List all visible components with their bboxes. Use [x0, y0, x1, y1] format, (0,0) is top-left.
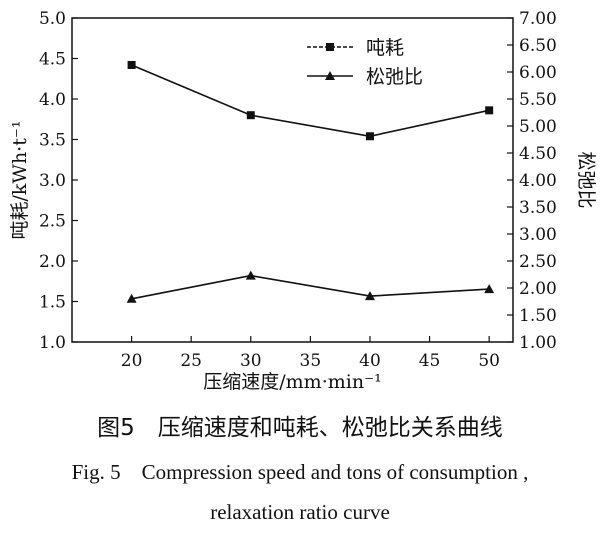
y-right-tick-label: 5.50 [519, 90, 557, 110]
tick-labels: 20 25 30 35 40 45 50 1.0 1.5 2.0 2.5 3.0 3.5 4.0 4.5 5.… [39, 9, 557, 371]
data-point-triangle [484, 284, 495, 294]
figure-caption-english-line1: Fig. 5 Compression speed and tons of con… [71, 460, 529, 484]
legend-marker-square [326, 43, 334, 51]
plot-frame [71, 17, 514, 343]
x-tick-label: 25 [180, 351, 202, 371]
y-right-tick-label: 3.00 [519, 225, 557, 245]
y-right-tick-label: 6.00 [519, 63, 557, 83]
y-left-tick-label: 1.5 [39, 293, 66, 313]
x-tick-label: 35 [300, 351, 322, 371]
y-right-tick-label: 3.50 [519, 198, 557, 218]
data-point-square [365, 132, 374, 141]
y-left-tick-label: 2.0 [39, 252, 66, 272]
data-point-square [127, 60, 136, 69]
y-left-tick-label: 5.0 [39, 9, 66, 29]
figure-caption-chinese: 图5 压缩速度和吨耗、松弛比关系曲线 [97, 415, 503, 441]
y-left-tick-label: 4.5 [39, 50, 66, 70]
figure-caption-english-line2: relaxation ratio curve [210, 500, 390, 524]
y-left-tick-label: 2.5 [39, 212, 66, 232]
data-point-square [485, 106, 494, 115]
series-layer [126, 60, 495, 303]
x-tick-label: 30 [240, 351, 262, 371]
y-right-tick-label: 6.50 [519, 36, 557, 56]
data-point-triangle [126, 293, 137, 303]
x-tick-label: 50 [478, 351, 500, 371]
data-point-triangle [364, 291, 375, 301]
dual-axis-line-chart: 20 25 30 35 40 45 50 1.0 1.5 2.0 2.5 3.0 3.5 4.0 4.5 5.… [9, 9, 597, 390]
y-right-axis-label: 松弛比 [575, 151, 597, 208]
legend-label: 松弛比 [366, 66, 423, 88]
y-right-tick-label: 4.50 [519, 144, 557, 164]
y-left-tick-label: 1.0 [39, 333, 66, 353]
x-axis-label: 压缩速度/mm·min⁻¹ [203, 371, 381, 390]
y-right-tick-label: 4.00 [519, 171, 557, 191]
series-line-right [131, 274, 490, 300]
x-tick-label: 40 [359, 351, 381, 371]
x-tick-label: 45 [419, 351, 441, 371]
data-point-square [246, 111, 255, 120]
y-right-tick-label: 2.00 [519, 279, 557, 299]
y-left-tick-label: 3.5 [39, 131, 66, 151]
y-left-tick-label: 4.0 [39, 90, 66, 110]
axes [71, 17, 514, 343]
y-right-tick-label: 2.50 [519, 252, 557, 272]
y-left-axis-label: 吨耗/kWh·t⁻¹ [9, 120, 31, 239]
y-right-tick-label: 1.00 [519, 333, 557, 353]
axis-labels: 压缩速度/mm·min⁻¹ 吨耗/kWh·t⁻¹ 松弛比 [9, 120, 597, 390]
legend-marker-triangle [325, 71, 335, 80]
x-tick-label: 20 [121, 351, 143, 371]
y-right-tick-label: 5.00 [519, 117, 557, 137]
series-line-left [131, 64, 490, 138]
legend-label: 吨耗 [366, 37, 404, 59]
y-right-tick-label: 1.50 [519, 306, 557, 326]
data-point-triangle [245, 270, 256, 280]
y-left-tick-label: 3.0 [39, 171, 66, 191]
y-right-tick-label: 7.00 [519, 9, 557, 29]
